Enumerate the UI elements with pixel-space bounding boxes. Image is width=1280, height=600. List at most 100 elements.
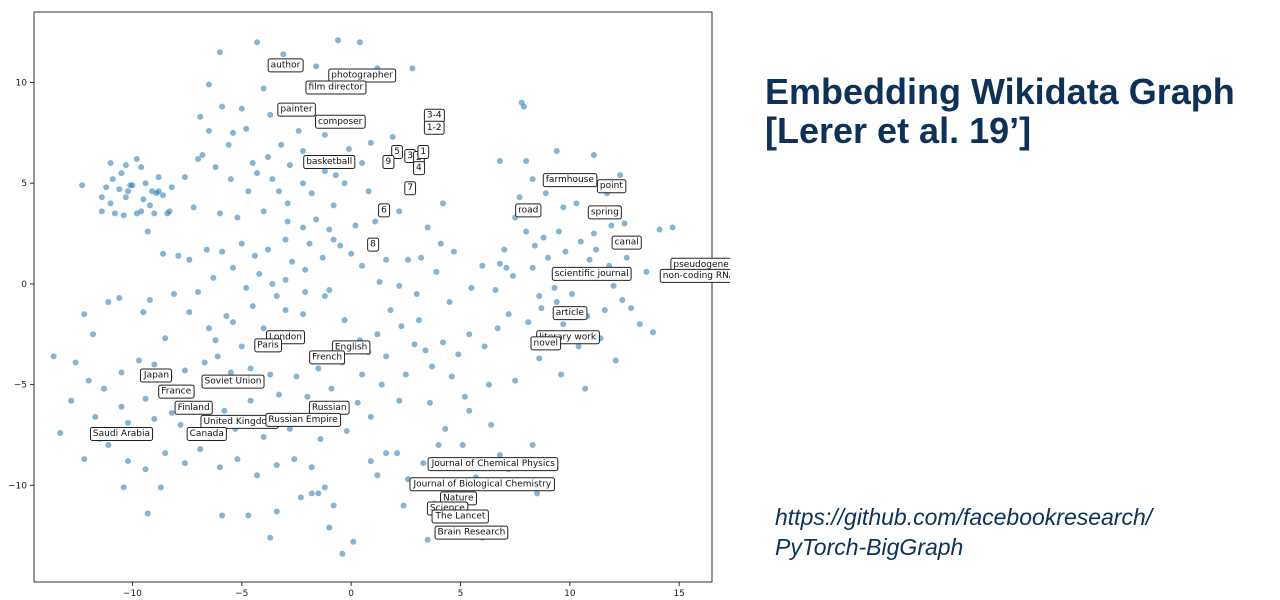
scatter-points [50, 37, 676, 557]
data-point [359, 160, 366, 167]
data-point [429, 363, 436, 370]
data-point [356, 39, 363, 46]
data-point [439, 339, 446, 346]
data-point [85, 377, 92, 384]
annotation-box [309, 350, 346, 365]
annotation-text: Paris [257, 340, 279, 350]
data-point [623, 254, 630, 261]
data-point [496, 158, 503, 165]
data-point [415, 317, 422, 324]
repository-link-line-1[interactable]: https://github.com/facebookresearch/ [775, 504, 1153, 530]
data-point [160, 192, 167, 199]
data-point [485, 381, 492, 388]
annotation-box [186, 426, 227, 441]
data-point [138, 208, 145, 215]
data-point [109, 176, 116, 183]
annotation-label: Japan [139, 368, 173, 383]
data-point [186, 256, 193, 263]
annotation-box [174, 400, 213, 415]
data-point [544, 254, 551, 261]
annotation-label: Journal of Chemical Physics [427, 457, 559, 472]
data-point [509, 272, 516, 279]
data-point [122, 194, 129, 201]
annotation-text: Saudi Arabia [93, 429, 150, 439]
data-point [201, 359, 208, 366]
data-point [260, 208, 267, 215]
data-point [335, 37, 342, 44]
data-point [284, 200, 291, 207]
data-point [538, 305, 545, 312]
point-annotations: author photographer film director painter co… [89, 58, 730, 540]
y-tick-label: 0 [21, 280, 27, 290]
y-tick-label: −5 [14, 381, 27, 391]
data-point [221, 407, 228, 414]
data-point [321, 131, 328, 138]
annotation-label: 1-2 [423, 120, 445, 135]
data-point [593, 246, 600, 253]
data-point [455, 351, 462, 358]
data-point [249, 303, 256, 310]
data-point [560, 321, 567, 328]
annotation-text: composer [318, 117, 363, 127]
data-point [601, 307, 608, 314]
data-point [345, 145, 352, 152]
repository-link-line-2[interactable]: PyTorch-BigGraph [775, 534, 964, 560]
annotation-box [434, 525, 509, 540]
data-point [225, 141, 232, 148]
data-point [610, 282, 617, 289]
data-point [135, 357, 142, 364]
data-point [203, 246, 210, 253]
data-point [144, 510, 151, 517]
data-point [523, 228, 530, 235]
data-point [367, 458, 374, 465]
repository-link[interactable]: https://github.com/facebookresearch/ PyT… [775, 502, 1255, 562]
data-point [197, 113, 204, 120]
annotation-label: Russian [308, 400, 350, 415]
data-point [127, 182, 134, 189]
annotation-label: Finland [174, 400, 213, 415]
data-point [186, 309, 193, 316]
data-point [575, 343, 582, 350]
data-point [300, 224, 307, 231]
data-point [142, 180, 149, 187]
annotation-text: canal [615, 238, 639, 248]
annotation-box [265, 412, 342, 427]
annotation-label: farmhouse [542, 173, 598, 188]
data-point [468, 284, 475, 291]
annotation-label: article [552, 306, 588, 321]
data-point [247, 397, 254, 404]
data-point [496, 260, 503, 267]
data-point [321, 484, 328, 491]
data-point [534, 490, 541, 497]
data-point [230, 129, 237, 136]
data-point [555, 228, 562, 235]
data-point [505, 311, 512, 318]
data-point [341, 317, 348, 324]
data-point [503, 264, 510, 271]
data-point [348, 250, 355, 257]
annotation-text: novel [533, 338, 558, 348]
annotation-label: scientific journal [551, 266, 632, 281]
data-point [195, 156, 202, 163]
data-point [481, 343, 488, 350]
data-point [590, 152, 597, 159]
data-point [98, 208, 105, 215]
data-point [125, 188, 132, 195]
data-point [238, 240, 245, 247]
data-point [488, 421, 495, 428]
data-point [157, 484, 164, 491]
data-point [146, 202, 153, 209]
data-point [586, 256, 593, 263]
data-point [308, 464, 315, 471]
data-point [168, 409, 175, 416]
annotation-text: Japan [143, 371, 169, 381]
data-point [254, 39, 261, 46]
data-point [181, 460, 188, 467]
data-point [422, 347, 429, 354]
annotation-text: road [518, 205, 538, 215]
annotation-box [382, 155, 395, 170]
data-point [461, 393, 468, 400]
annotation-text: Finland [178, 403, 210, 413]
annotation-label: Paris [254, 338, 283, 353]
data-point [396, 208, 403, 215]
